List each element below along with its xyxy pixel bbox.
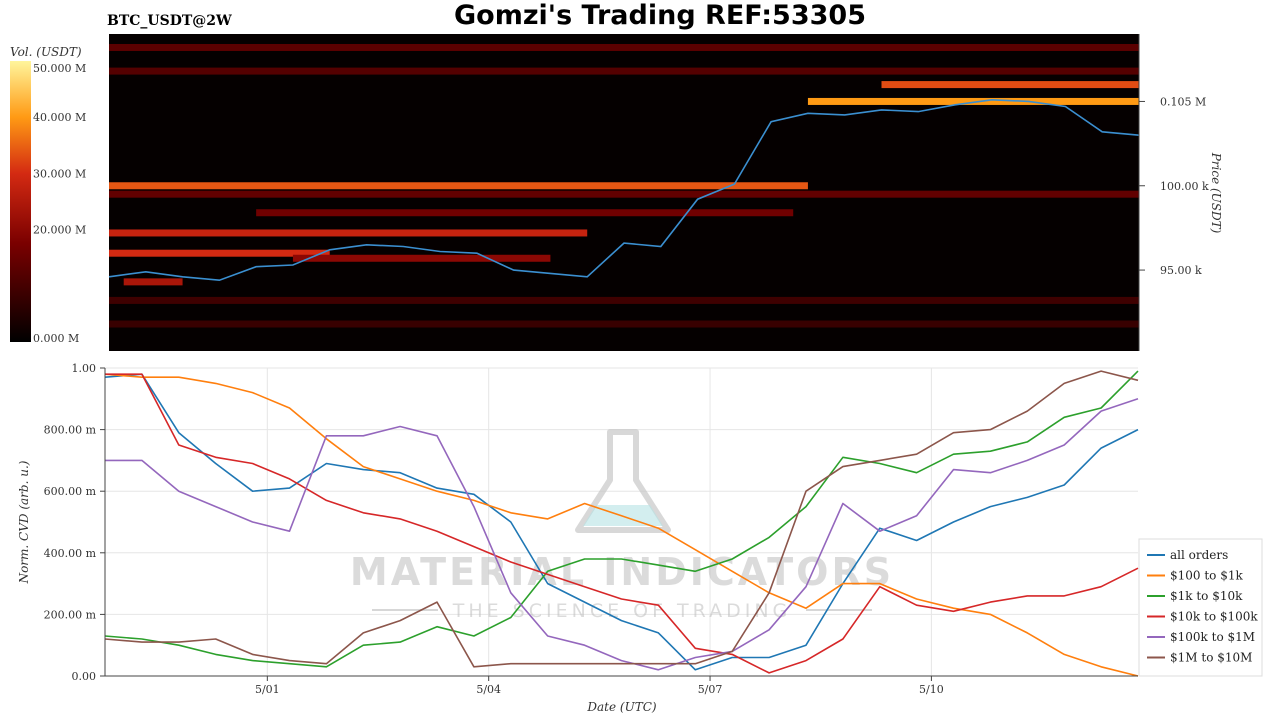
price-tick-label: 0.105 M	[1160, 95, 1206, 108]
liquidity-band-12	[109, 320, 1139, 328]
colorbar-label: Vol. (USDT)	[10, 45, 82, 59]
x-tick-label: 5/01	[255, 683, 280, 696]
colorbar-tick-label: 0.000 M	[33, 332, 79, 345]
y-tick-label: 0.00	[72, 670, 97, 683]
y-tick-label: 800.00 m	[44, 424, 97, 437]
flask-logo-icon	[575, 429, 671, 533]
cvd-series-lines	[104, 370, 1139, 677]
liquidity-band-5	[109, 190, 1139, 198]
chart-title: Gomzi's Trading REF:53305	[454, 0, 866, 31]
colorbar: Vol. (USDT) 0.000 M 20.000 M 30.000 M 40.00…	[10, 45, 86, 345]
liquidity-band-1	[109, 229, 588, 237]
legend-box	[1138, 538, 1263, 677]
watermark: MATERIAL INDICATORS THE SCIENCE OF TRADI…	[350, 429, 894, 622]
legend-label: $10k to $100k	[1170, 610, 1258, 624]
series-line-3	[105, 373, 1139, 674]
series-line-1	[104, 373, 1139, 677]
legend-items: all orders $100 to $1k $1k to $10k $10k to …	[1147, 548, 1258, 665]
legend-label: $100k to $1M	[1170, 630, 1255, 644]
liquidity-band-2	[109, 249, 330, 257]
series-line-4	[105, 398, 1139, 671]
price-axis-ticks: 95.00 k 100.00 k 0.105 M	[1138, 34, 1209, 351]
liquidity-band-11	[109, 296, 1139, 304]
colorbar-ticks: 0.000 M 20.000 M 30.000 M 40.000 M 50.000 M	[33, 62, 86, 345]
cvd-panel: MATERIAL INDICATORS THE SCIENCE OF TRADI…	[17, 362, 1263, 714]
y-tick-label: 1.00	[72, 362, 97, 375]
colorbar-tick-label: 30.000 M	[33, 167, 86, 180]
series-line-0	[104, 373, 1139, 671]
liquidity-band-3	[292, 254, 551, 262]
legend: all orders $100 to $1k $1k to $10k $10k to …	[1138, 538, 1263, 677]
colorbar-tick-label: 20.000 M	[33, 224, 86, 237]
cvd-ticks: 0.00 200.00 m 400.00 m 600.00 m 800.00 m 1.00…	[44, 362, 944, 696]
colorbar-tick-label: 40.000 M	[33, 111, 86, 124]
liquidity-band-10	[109, 43, 1139, 51]
price-line	[108, 98, 1140, 282]
y-tick-label: 200.00 m	[44, 608, 97, 621]
legend-label: all orders	[1170, 548, 1228, 562]
heatmap-bands	[109, 43, 1139, 328]
price-tick-label: 100.00 k	[1160, 180, 1209, 193]
watermark-tagline: THE SCIENCE OF TRADING	[452, 600, 792, 622]
colorbar-gradient	[10, 61, 31, 342]
y-axis-label: Norm. CVD (arb. u.)	[17, 460, 31, 584]
x-axis-label: Date (UTC)	[586, 700, 656, 714]
heatmap-panel: 95.00 k 100.00 k 0.105 M Price (USDT)	[108, 34, 1223, 351]
legend-label: $100 to $1k	[1170, 569, 1243, 583]
price-axis-label: Price (USDT)	[1209, 152, 1223, 234]
y-tick-label: 600.00 m	[44, 485, 97, 498]
liquidity-band-8	[881, 81, 1139, 89]
legend-label: $1k to $10k	[1170, 589, 1243, 603]
x-tick-label: 5/10	[919, 683, 944, 696]
legend-label: $1M to $10M	[1170, 651, 1252, 665]
liquidity-band-0	[109, 182, 808, 190]
series-line-5	[104, 370, 1139, 668]
x-tick-label: 5/04	[476, 683, 501, 696]
liquidity-band-4	[123, 278, 183, 286]
watermark-name: MATERIAL INDICATORS	[350, 550, 894, 594]
x-tick-label: 5/07	[698, 683, 723, 696]
y-tick-label: 400.00 m	[44, 547, 97, 560]
price-tick-label: 95.00 k	[1160, 264, 1202, 277]
colorbar-tick-label: 50.000 M	[33, 62, 86, 75]
symbol-label: BTC_USDT@2W	[107, 13, 232, 29]
series-line-2	[104, 370, 1139, 668]
liquidity-band-6	[256, 209, 794, 217]
liquidity-band-9	[109, 67, 1139, 75]
liquidity-band-7	[807, 97, 1139, 105]
